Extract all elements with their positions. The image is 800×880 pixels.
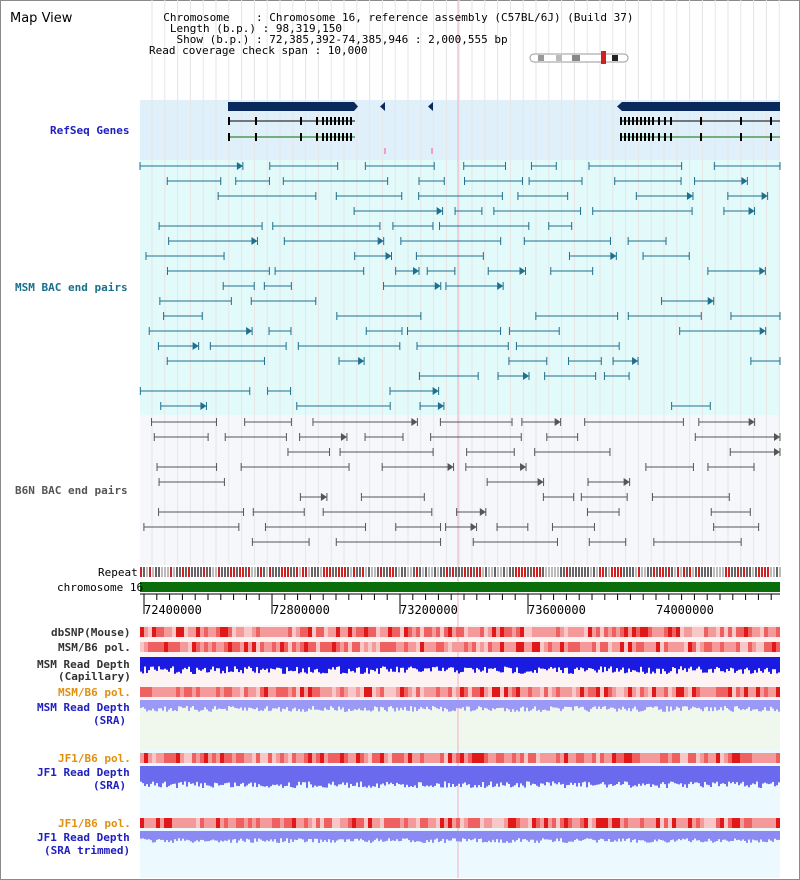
chromosome-info: Chromosome : Chromosome 16, reference as… [150, 11, 634, 24]
track-label-jf1-pol-trimmed: JF1/B6 pol. [58, 817, 131, 830]
track-label-msm-depth-capillary: MSM Read Depth [37, 658, 130, 671]
show-range-info: Show (b.p.) : 72,385,392-74,385,946 : 2,… [150, 33, 508, 46]
track-label-jf1-pol: JF1/B6 pol. [58, 752, 131, 765]
page-title: Map View [10, 11, 73, 26]
track-label-b6n-bac: B6N BAC end pairs [15, 484, 128, 497]
gene-marker [428, 102, 433, 111]
track-label-msm-pol-sra: MSM/B6 pol. [58, 686, 131, 699]
track-label-jf1-depth-sub: (SRA) [93, 779, 127, 792]
track-label-msm-depth-capillary-sub: (Capillary) [58, 670, 131, 683]
gene-marker [380, 102, 385, 111]
track-label-msm-depth-sra: MSM Read Depth [37, 701, 130, 714]
track-label-dbsnp: dbSNP(Mouse) [51, 626, 131, 639]
ideogram-position-marker [601, 51, 606, 64]
track-label-jf1-depth-trimmed: JF1 Read Depth [37, 831, 130, 844]
length-info: Length (b.p.) : 98,319,150 [150, 22, 343, 35]
axis-tick-label: 74000000 [656, 603, 714, 617]
gene-block [228, 102, 354, 111]
track-label-refseq: RefSeq Genes [50, 124, 130, 137]
track-label-repeat: Repeat [98, 566, 138, 579]
chromosome-bar [140, 582, 780, 592]
track-label-msm-depth-sra-sub: (SRA) [93, 714, 127, 727]
msm-bac-track-bg [140, 160, 780, 415]
axis-tick-label: 73200000 [400, 603, 458, 617]
track-label-msm-bac: MSM BAC end pairs [15, 281, 128, 294]
gene-block [622, 102, 780, 111]
axis-tick-label: 73600000 [528, 603, 586, 617]
coverage-span-info: Read coverage check span : 10,000 [149, 44, 368, 57]
axis-tick-label: 72400000 [144, 603, 202, 617]
b6n-bac-track-bg [140, 415, 780, 565]
track-label-jf1-depth: JF1 Read Depth [37, 766, 130, 779]
axis-tick-label: 72800000 [272, 603, 330, 617]
track-label-chromosome: chromosome 16 [57, 581, 144, 594]
track-label-msm-pol: MSM/B6 pol. [58, 641, 131, 654]
track-label-jf1-depth-trimmed-sub: (SRA trimmed) [44, 844, 131, 857]
